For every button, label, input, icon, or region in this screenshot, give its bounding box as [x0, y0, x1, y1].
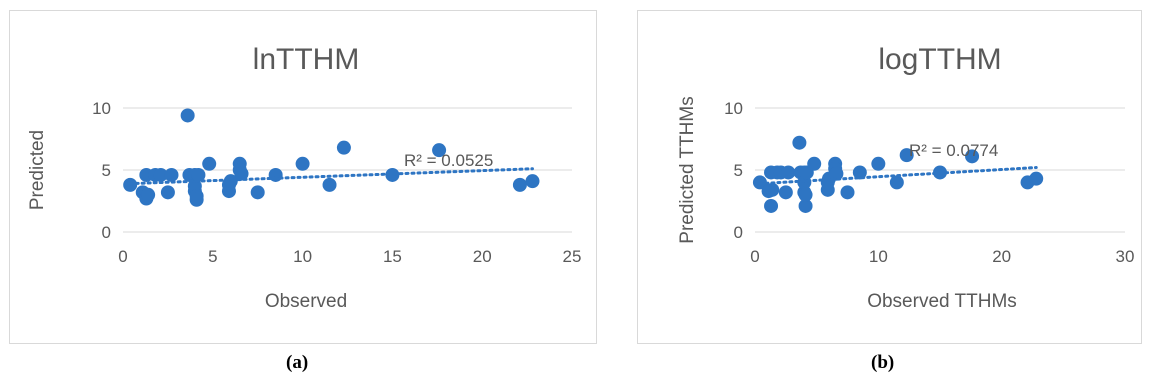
x-tick-label: 0: [750, 247, 759, 266]
data-point: [829, 166, 844, 181]
y-tick-label: 0: [734, 223, 743, 242]
data-point: [160, 185, 175, 200]
data-point: [965, 149, 980, 164]
data-point: [807, 156, 822, 171]
chart-panel-a: 0 5 10 0 5 10 15 20 25 lnTTHM Observed Predicted R² …: [9, 10, 597, 344]
data-point: [336, 140, 351, 155]
data-point: [141, 187, 156, 202]
data-point: [295, 156, 310, 171]
data-point: [268, 167, 283, 182]
data-point: [792, 135, 807, 150]
trendline: [128, 167, 534, 186]
x-tick-label: 10: [293, 247, 312, 266]
data-point: [852, 165, 867, 180]
data-point: [765, 182, 780, 197]
trendline: [758, 166, 1038, 186]
data-point: [250, 185, 265, 200]
chart-title: lnTTHM: [253, 43, 360, 76]
data-point: [889, 175, 904, 190]
y-tick-label: 5: [102, 161, 111, 180]
data-point: [798, 198, 813, 213]
caption-a: (a): [286, 352, 309, 373]
data-point: [189, 192, 204, 207]
data-point: [191, 167, 206, 182]
y-axis-label: Predicted: [27, 130, 48, 210]
scatter-chart-lntthm: 0 5 10 0 5 10 15 20 25 lnTTHM Observed Predicted R² …: [27, 43, 582, 312]
x-tick-label: 30: [1116, 247, 1135, 266]
data-point: [781, 165, 796, 180]
x-tick-label: 0: [118, 247, 127, 266]
data-point: [223, 174, 238, 189]
data-point: [512, 177, 527, 192]
y-tick-label: 10: [92, 99, 111, 118]
data-point: [764, 198, 779, 213]
data-point: [871, 156, 886, 171]
x-axis-label: Observed: [265, 291, 347, 312]
r-squared-annotation: R² = 0.0525: [404, 151, 493, 170]
data-point: [202, 156, 217, 171]
data-point: [840, 185, 855, 200]
x-axis-label: Observed TTHMs: [867, 291, 1017, 312]
x-tick-label: 25: [563, 247, 582, 266]
y-tick-label: 5: [734, 161, 743, 180]
data-point: [153, 167, 168, 182]
x-tick-label: 10: [869, 247, 888, 266]
data-point: [432, 143, 447, 158]
scatter-chart-logtthm: 0 5 10 0 10 20 30 logTTHM Observed TTHMs Predicte…: [677, 43, 1135, 312]
y-tick-label: 0: [102, 223, 111, 242]
caption-b: (b): [871, 352, 895, 373]
data-point: [798, 187, 813, 202]
y-tick-label: 10: [724, 99, 743, 118]
x-tick-label: 20: [473, 247, 492, 266]
x-tick-label: 5: [208, 247, 217, 266]
x-tick-label: 20: [992, 247, 1011, 266]
data-point: [164, 167, 179, 182]
chart-title: logTTHM: [878, 43, 1001, 76]
y-axis-label: Predicted TTHMs: [677, 96, 698, 243]
data-point: [234, 166, 249, 181]
data-point: [525, 174, 540, 189]
data-point: [385, 167, 400, 182]
r-squared-annotation: R² = 0.0774: [909, 141, 998, 160]
data-point: [322, 177, 337, 192]
data-point: [899, 148, 914, 163]
data-point: [180, 108, 195, 123]
chart-panel-b: 0 5 10 0 10 20 30 logTTHM Observed TTHMs Predicte…: [637, 10, 1142, 344]
data-point: [778, 185, 793, 200]
x-tick-label: 15: [383, 247, 402, 266]
data-point: [1029, 171, 1044, 186]
